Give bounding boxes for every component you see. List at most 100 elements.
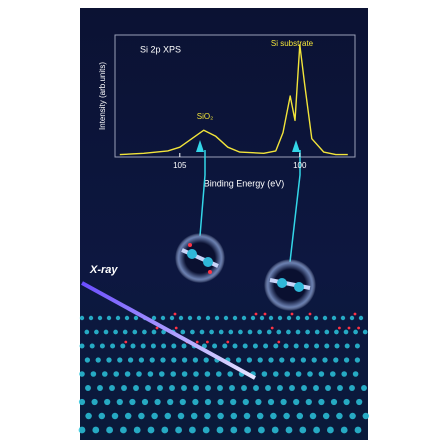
- lattice-atom: [350, 316, 354, 320]
- atom: [294, 282, 304, 292]
- lattice-atom: [161, 316, 165, 320]
- lattice-atom: [120, 427, 127, 434]
- lattice-atom: [353, 330, 358, 335]
- lattice-atom: [125, 371, 131, 377]
- lattice-atom: [284, 344, 289, 349]
- lattice-atom: [325, 385, 331, 391]
- lattice-atom: [206, 316, 210, 320]
- lattice-atom: [193, 357, 198, 362]
- lattice-atom: [283, 413, 290, 420]
- lattice-atom: [363, 330, 368, 335]
- oxygen: [348, 327, 351, 330]
- lattice-atom: [313, 427, 320, 434]
- lattice-atom: [286, 330, 291, 335]
- lattice-atom: [301, 385, 307, 391]
- lattice-atom: [314, 316, 318, 320]
- lattice-atom: [230, 399, 236, 405]
- atom: [203, 257, 213, 267]
- lattice-atom: [104, 399, 110, 405]
- lattice-atom: [80, 344, 85, 349]
- lattice-atom: [336, 413, 343, 420]
- lattice-atom: [205, 371, 211, 377]
- lattice-atom: [217, 427, 224, 434]
- lattice-atom: [297, 413, 304, 420]
- oxygen: [357, 327, 360, 330]
- lattice-atom: [157, 385, 163, 391]
- lattice-atom: [269, 316, 273, 320]
- lattice-atom: [190, 330, 195, 335]
- lattice-atom: [215, 316, 219, 320]
- lattice-atom: [299, 427, 306, 434]
- lattice-atom: [152, 330, 157, 335]
- lattice-atom: [277, 385, 283, 391]
- lattice-atom: [171, 344, 176, 349]
- lattice-atom: [268, 357, 273, 362]
- lattice-atom: [296, 330, 301, 335]
- lattice-atom: [170, 316, 174, 320]
- lattice-atom: [228, 330, 233, 335]
- lattice-atom: [257, 330, 262, 335]
- lattice-atom: [175, 427, 182, 434]
- lattice-atom: [159, 371, 165, 377]
- lattice-atom: [180, 330, 185, 335]
- lattice-atom: [331, 399, 337, 405]
- lattice-atom: [322, 357, 327, 362]
- lattice-atom: [344, 330, 349, 335]
- lattice-atom: [205, 385, 211, 391]
- lattice-atom: [204, 413, 211, 420]
- lattice-atom: [132, 330, 137, 335]
- lattice-atom: [335, 344, 340, 349]
- lattice-atom: [113, 330, 118, 335]
- lattice-atom: [96, 357, 101, 362]
- lattice-atom: [129, 399, 135, 405]
- lattice-atom: [139, 357, 144, 362]
- lattice-atom: [337, 385, 343, 391]
- lattice-atom: [304, 344, 309, 349]
- lattice-atom: [121, 385, 127, 391]
- lattice-atom: [247, 357, 252, 362]
- lattice-atom: [268, 399, 274, 405]
- oxygen: [271, 327, 274, 330]
- annotation: Si substrate: [271, 39, 314, 48]
- lattice-atom: [191, 413, 198, 420]
- lattice-atom: [356, 399, 362, 405]
- lattice-atom: [97, 385, 103, 391]
- lattice-atom: [216, 371, 222, 377]
- lattice-atom: [260, 316, 264, 320]
- lattice-atom: [133, 385, 139, 391]
- lattice-atom: [273, 371, 279, 377]
- oxygen: [255, 313, 258, 316]
- lattice-atom: [233, 344, 238, 349]
- lattice-atom: [182, 371, 188, 377]
- lattice-atom: [284, 371, 290, 377]
- lattice-atom: [203, 427, 210, 434]
- lattice-atom: [281, 399, 287, 405]
- lattice-atom: [134, 427, 141, 434]
- magnified-sio2: [175, 233, 225, 283]
- lattice-atom: [315, 330, 320, 335]
- lattice-atom: [267, 330, 272, 335]
- lattice-atom: [318, 399, 324, 405]
- magnified-si: [264, 259, 316, 311]
- lattice-atom: [270, 413, 277, 420]
- lattice-atom: [113, 371, 119, 377]
- lattice-atom: [142, 399, 148, 405]
- lattice-atom: [332, 316, 336, 320]
- lattice-atom: [84, 330, 89, 335]
- lattice-atom: [170, 371, 176, 377]
- lattice-atom: [151, 344, 156, 349]
- lattice-atom: [138, 413, 145, 420]
- atom: [187, 249, 197, 259]
- lattice-atom: [294, 344, 299, 349]
- oxygen: [174, 313, 177, 316]
- lattice-atom: [104, 330, 109, 335]
- oxygen: [264, 313, 267, 316]
- lattice-atom: [307, 371, 313, 377]
- oxygen: [206, 341, 209, 344]
- x-tick-label: 105: [173, 161, 187, 170]
- lattice-atom: [188, 316, 192, 320]
- oxygen: [354, 313, 357, 316]
- lattice-atom: [305, 316, 309, 320]
- lattice-atom: [182, 344, 187, 349]
